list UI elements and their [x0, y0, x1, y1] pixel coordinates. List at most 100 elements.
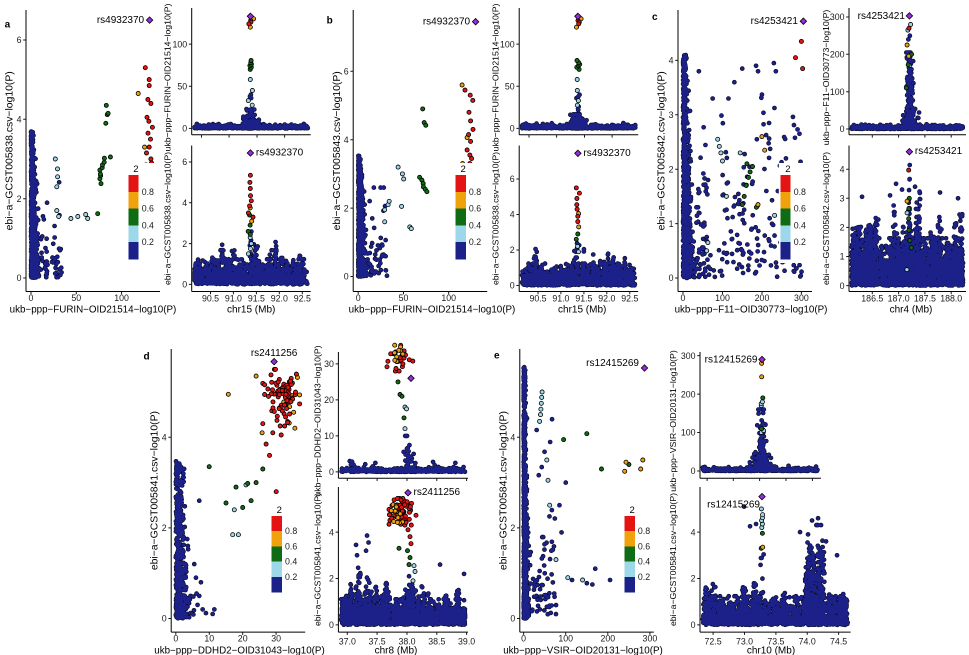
svg-text:4: 4 — [182, 198, 187, 208]
svg-text:ukb−ppp−FURIN−OID21514−log10(P: ukb−ppp−FURIN−OID21514−log10(P) — [349, 304, 516, 315]
svg-text:rs12415269: rs12415269 — [586, 358, 639, 369]
svg-text:200: 200 — [830, 50, 845, 60]
svg-text:91.0: 91.0 — [225, 293, 242, 303]
svg-text:rs2411256: rs2411256 — [251, 348, 298, 359]
svg-text:0: 0 — [29, 293, 34, 303]
svg-text:0: 0 — [182, 280, 187, 290]
svg-text:186.5: 186.5 — [861, 293, 883, 303]
svg-text:rs4932370: rs4932370 — [97, 15, 145, 26]
svg-text:ukb−ppp−DDHD2−OID31043−log10(P: ukb−ppp−DDHD2−OID31043−log10(P) — [154, 645, 324, 655]
svg-text:rs4253421: rs4253421 — [751, 16, 799, 27]
svg-text:72.5: 72.5 — [705, 637, 722, 647]
svg-text:2: 2 — [162, 523, 167, 533]
svg-text:2: 2 — [785, 164, 790, 175]
svg-text:2: 2 — [277, 505, 282, 516]
svg-text:3: 3 — [840, 194, 845, 204]
svg-text:0.2: 0.2 — [638, 572, 650, 582]
svg-text:rs12415269: rs12415269 — [705, 355, 758, 366]
svg-text:4: 4 — [344, 135, 349, 145]
svg-text:37.5: 37.5 — [369, 637, 386, 647]
svg-text:0.2: 0.2 — [142, 237, 154, 247]
svg-text:300: 300 — [681, 351, 696, 361]
svg-text:2: 2 — [691, 574, 696, 584]
svg-text:50: 50 — [71, 293, 81, 303]
svg-text:100: 100 — [558, 633, 573, 643]
svg-text:0: 0 — [691, 466, 696, 476]
svg-text:300: 300 — [643, 633, 658, 643]
svg-text:0.2: 0.2 — [285, 572, 297, 582]
svg-text:100: 100 — [441, 293, 456, 303]
svg-text:73.5: 73.5 — [767, 637, 784, 647]
svg-text:50: 50 — [177, 82, 187, 92]
svg-text:0.4: 0.4 — [638, 557, 650, 567]
svg-text:2: 2 — [510, 523, 515, 533]
svg-text:0: 0 — [17, 273, 22, 283]
svg-text:0: 0 — [840, 281, 845, 291]
svg-text:ukb−ppp−FURIN−OID21514−log10(P: ukb−ppp−FURIN−OID21514−log10(P) — [10, 304, 177, 315]
svg-text:ukb−ppp−VSIR−OID20131−log10(P): ukb−ppp−VSIR−OID20131−log10(P) — [503, 645, 663, 655]
svg-text:2: 2 — [461, 164, 466, 175]
svg-text:0.8: 0.8 — [638, 526, 650, 536]
svg-text:38.0: 38.0 — [398, 637, 415, 647]
svg-text:92.0: 92.0 — [598, 293, 615, 303]
svg-text:chr15 (Mb): chr15 (Mb) — [227, 304, 275, 315]
svg-text:e: e — [494, 351, 500, 362]
svg-text:6: 6 — [182, 157, 187, 167]
svg-text:2: 2 — [17, 194, 22, 204]
svg-text:0.4: 0.4 — [469, 220, 481, 230]
svg-text:200: 200 — [755, 293, 770, 303]
svg-text:0: 0 — [510, 614, 515, 624]
svg-text:200: 200 — [600, 633, 615, 643]
svg-text:50: 50 — [399, 293, 409, 303]
svg-text:4: 4 — [510, 210, 515, 220]
svg-text:0: 0 — [162, 614, 167, 624]
svg-text:0.8: 0.8 — [469, 187, 481, 197]
svg-text:300: 300 — [830, 12, 845, 22]
svg-text:0: 0 — [521, 633, 526, 643]
svg-text:chr10 (Mb): chr10 (Mb) — [747, 645, 795, 655]
svg-text:rs12415269: rs12415269 — [707, 500, 760, 511]
svg-text:0: 0 — [182, 124, 187, 134]
svg-text:200: 200 — [681, 389, 696, 399]
svg-text:d: d — [144, 352, 150, 363]
svg-text:4: 4 — [329, 527, 334, 537]
svg-text:ebi−a−GCST005842.csv−log10(P): ebi−a−GCST005842.csv−log10(P) — [821, 152, 831, 285]
svg-text:92.5: 92.5 — [294, 293, 311, 303]
svg-text:0: 0 — [329, 620, 334, 630]
svg-text:rs4932370: rs4932370 — [423, 17, 471, 28]
svg-text:100: 100 — [715, 293, 730, 303]
svg-text:ebi−a−GCST005838.csv−log10(P): ebi−a−GCST005838.csv−log10(P) — [491, 152, 501, 285]
svg-text:0.8: 0.8 — [142, 187, 154, 197]
svg-text:30: 30 — [324, 359, 334, 369]
svg-text:rs4253421: rs4253421 — [858, 11, 906, 22]
svg-text:74.0: 74.0 — [799, 637, 816, 647]
svg-text:ukb−ppp−FURIN−OID21514−log10(P: ukb−ppp−FURIN−OID21514−log10(P) — [491, 4, 501, 152]
svg-text:1: 1 — [669, 219, 674, 229]
svg-text:rs2411256: rs2411256 — [414, 487, 461, 498]
svg-text:ebi−a−GCST005841.csv−log10(P): ebi−a−GCST005841.csv−log10(P) — [498, 411, 509, 570]
svg-text:188.0: 188.0 — [940, 293, 962, 303]
svg-text:100: 100 — [830, 87, 845, 97]
svg-text:0.8: 0.8 — [285, 526, 297, 536]
svg-text:2: 2 — [630, 505, 635, 516]
svg-text:39.0: 39.0 — [458, 637, 475, 647]
svg-text:100: 100 — [173, 39, 188, 49]
svg-text:0.4: 0.4 — [285, 557, 297, 567]
svg-text:91.5: 91.5 — [575, 293, 592, 303]
svg-text:0: 0 — [840, 124, 845, 134]
svg-text:3: 3 — [669, 110, 674, 120]
svg-text:4: 4 — [669, 56, 674, 66]
svg-text:10: 10 — [324, 431, 334, 441]
svg-text:ukb−ppp−F11−OID30773−log10(P): ukb−ppp−F11−OID30773−log10(P) — [675, 304, 828, 315]
svg-text:90.5: 90.5 — [202, 293, 219, 303]
svg-text:100: 100 — [114, 293, 129, 303]
svg-text:4: 4 — [840, 164, 845, 174]
svg-text:c: c — [652, 12, 658, 23]
svg-text:a: a — [5, 20, 11, 31]
svg-text:ebi−a−GCST005841.csv−log10(P): ebi−a−GCST005841.csv−log10(P) — [668, 493, 678, 626]
svg-text:b: b — [327, 15, 333, 26]
svg-text:91.0: 91.0 — [552, 293, 569, 303]
svg-text:4: 4 — [691, 527, 696, 537]
svg-text:2: 2 — [510, 245, 515, 255]
svg-text:4: 4 — [510, 433, 515, 443]
